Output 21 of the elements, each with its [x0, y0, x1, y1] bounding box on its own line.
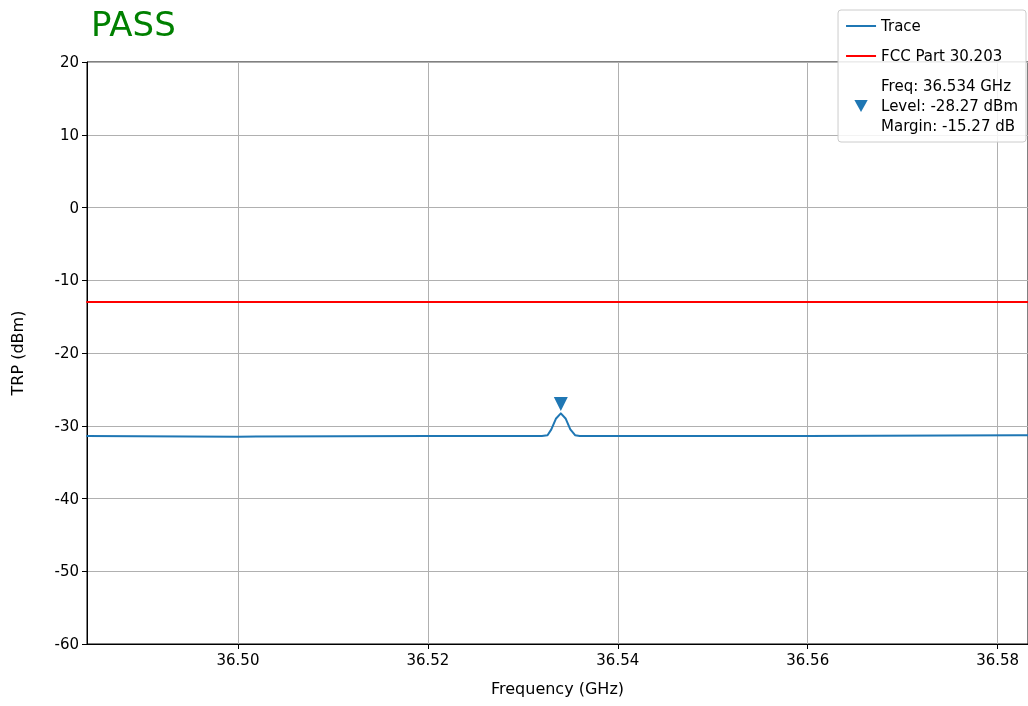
x-tick-label: 36.50: [216, 650, 260, 669]
x-tick-label: 36.54: [596, 650, 640, 669]
y-tick-label: -30: [54, 416, 79, 435]
y-tick-label: -20: [54, 344, 79, 362]
x-tick-label: 36.58: [976, 650, 1020, 669]
legend-label: Freq: 36.534 GHz Level: -28.27 dBm Margin: -15.27 dB: [881, 77, 1019, 135]
y-tick-label: -10: [54, 271, 79, 290]
legend-label: Trace: [880, 17, 921, 35]
x-axis-title: Frequency (GHz): [490, 678, 625, 698]
line-series: [86, 412, 1028, 438]
y-tick-label: 10: [59, 125, 79, 144]
chart-title: PASS: [91, 4, 176, 44]
y-tick-label: -50: [54, 562, 79, 581]
legend-label: FCC Part 30.203: [881, 47, 1003, 65]
x-tick-label: 36.52: [406, 650, 450, 669]
y-tick-label: 0: [69, 198, 79, 217]
y-tick-label: -40: [54, 489, 79, 508]
x-tick-label: 36.56: [786, 650, 830, 669]
y-tick-label: -60: [54, 635, 79, 653]
y-axis-title: TRP (dBm): [7, 310, 27, 397]
y-tick-label: 20: [59, 53, 79, 71]
